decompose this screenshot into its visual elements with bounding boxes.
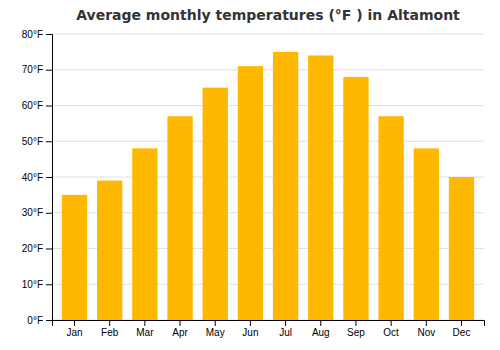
x-tick-label: Aug <box>312 327 330 338</box>
x-tick-label: Mar <box>136 327 154 338</box>
grid-line <box>52 69 484 70</box>
x-tick-label: Apr <box>172 327 188 338</box>
y-tick: 40°F <box>22 172 52 183</box>
bar <box>238 66 263 320</box>
y-tick-mark <box>46 249 52 250</box>
x-tick: Aug <box>312 320 330 338</box>
y-tick-mark <box>46 141 52 142</box>
y-axis: 0°F 10°F 20°F 30°F 40°F 50°F 60°F 70°F 80°F <box>22 29 53 326</box>
y-tick-label: 0°F <box>27 315 43 326</box>
x-tick: Sep <box>347 320 365 338</box>
y-tick: 70°F <box>22 64 52 75</box>
y-tick-label: 10°F <box>22 279 43 290</box>
y-tick: 10°F <box>22 279 52 290</box>
x-tick-mark <box>215 320 216 326</box>
plot: 0°F 10°F 20°F 30°F 40°F 50°F 60°F 70°F 80°F Jan Fe… <box>22 29 485 338</box>
y-tick-label: 60°F <box>22 100 43 111</box>
y-tick-label: 20°F <box>22 243 43 254</box>
x-axis: Jan Feb Mar Apr May Jun Jul Aug Sep Oct Nov Dec <box>53 320 485 338</box>
y-tick-label: 70°F <box>22 64 43 75</box>
chart-container: 0°F 10°F 20°F 30°F 40°F 50°F 60°F 70°F 80°F Jan Fe… <box>0 0 500 350</box>
x-tick-label: Feb <box>101 327 119 338</box>
y-tick-mark <box>46 177 52 178</box>
x-tick-label: Jun <box>242 327 258 338</box>
x-tick-mark <box>461 320 462 326</box>
x-tick-mark <box>109 320 110 326</box>
x-tick: Nov <box>417 320 435 338</box>
bar <box>167 116 192 320</box>
x-tick-mark <box>426 320 427 326</box>
x-tick-mark <box>250 320 251 326</box>
y-tick: 80°F <box>22 29 52 40</box>
x-tick: Feb <box>101 320 119 338</box>
x-tick-label: Nov <box>417 327 435 338</box>
x-tick-label: Oct <box>383 327 399 338</box>
y-tick: 50°F <box>22 136 52 147</box>
x-tick: May <box>206 320 225 338</box>
x-tick: Jun <box>242 320 258 338</box>
x-tick-mark <box>74 320 75 326</box>
x-tick: Dec <box>453 320 471 338</box>
x-tick-mark <box>285 320 286 326</box>
y-tick: 0°F <box>27 315 52 326</box>
y-tick-label: 30°F <box>22 207 43 218</box>
x-tick: Mar <box>136 320 154 338</box>
bar <box>132 148 157 320</box>
x-tick-label: Dec <box>453 327 471 338</box>
x-tick-mark <box>180 320 181 326</box>
y-axis-line <box>46 35 53 321</box>
x-tick: Apr <box>172 320 188 338</box>
y-tick-label: 80°F <box>22 29 43 40</box>
x-tick-label: May <box>206 327 225 338</box>
x-tick: Jan <box>66 320 82 338</box>
x-tick-label: Sep <box>347 327 365 338</box>
bar <box>97 181 122 320</box>
bar <box>308 55 333 320</box>
bar <box>273 52 298 320</box>
bar <box>378 116 403 320</box>
title: Average monthly temperatures (°F ) in Al… <box>76 7 460 23</box>
x-tick-mark <box>320 320 321 326</box>
x-tick-label: Jul <box>279 327 292 338</box>
grid <box>52 34 484 320</box>
chart-svg: 0°F 10°F 20°F 30°F 40°F 50°F 60°F 70°F 80°F Jan Fe… <box>0 0 500 350</box>
y-tick: 30°F <box>22 207 52 218</box>
bars <box>62 52 474 320</box>
y-tick: 60°F <box>22 100 52 111</box>
bar <box>203 88 228 320</box>
grid-line <box>52 105 484 106</box>
y-tick-label: 50°F <box>22 136 43 147</box>
x-tick-mark <box>355 320 356 326</box>
x-tick: Oct <box>383 320 399 338</box>
y-tick-mark <box>46 320 52 321</box>
y-tick-mark <box>46 70 52 71</box>
x-tick-mark <box>144 320 145 326</box>
bar <box>414 148 439 320</box>
y-tick: 20°F <box>22 243 52 254</box>
x-tick: Jul <box>279 320 292 338</box>
x-tick-label: Jan <box>66 327 82 338</box>
bar <box>449 177 474 320</box>
bar <box>62 195 87 320</box>
y-tick-mark <box>46 34 52 35</box>
x-axis-line <box>53 321 485 327</box>
grid-line <box>52 34 484 35</box>
grid-line <box>52 141 484 142</box>
bar <box>343 77 368 320</box>
y-tick-mark <box>46 213 52 214</box>
y-tick-label: 40°F <box>22 172 43 183</box>
y-tick-mark <box>46 106 52 107</box>
x-tick-mark <box>391 320 392 326</box>
y-tick-mark <box>46 284 52 285</box>
